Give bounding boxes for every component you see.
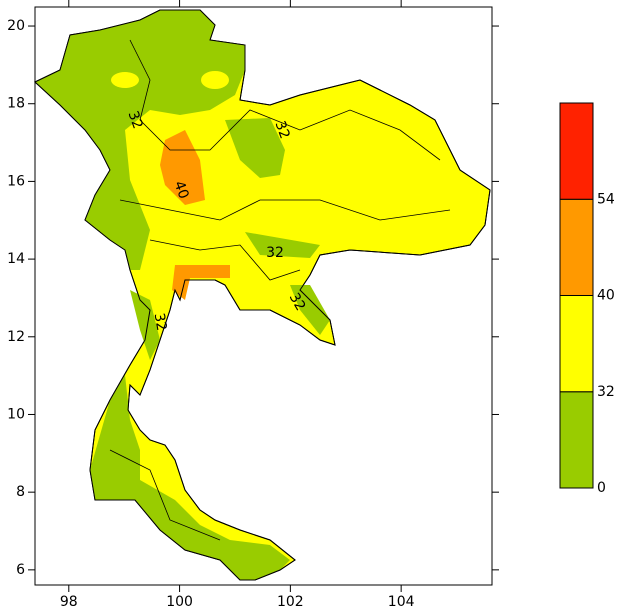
colorbar-label: 32 — [597, 384, 615, 400]
colorbar-label: 40 — [597, 288, 615, 304]
green-zone — [245, 232, 320, 258]
colorbar-band — [559, 391, 594, 489]
x-tick-label: 102 — [277, 594, 304, 610]
colorbar-label: 0 — [597, 480, 606, 496]
contour-label: 32 — [286, 290, 309, 313]
x-tick-label: 104 — [388, 594, 415, 610]
y-tick-label: 12 — [7, 329, 25, 345]
contour-label: 40 — [170, 179, 191, 201]
yellow-zone — [201, 71, 229, 89]
province-border — [129, 39, 441, 161]
x-tick-label: 100 — [166, 594, 193, 610]
y-tick-label: 10 — [7, 406, 25, 422]
y-tick-label: 8 — [16, 484, 25, 500]
contour-label: 32 — [151, 312, 170, 332]
x-tick-label: 98 — [60, 594, 78, 610]
province-border — [119, 199, 451, 221]
land — [34, 9, 491, 581]
province-border — [109, 449, 221, 541]
colorbar-band — [559, 295, 594, 393]
orange-zone — [172, 265, 230, 300]
green-zone — [35, 10, 245, 270]
contour-label: 32 — [266, 245, 284, 261]
colorbar-band — [559, 102, 594, 200]
y-tick-label: 6 — [16, 562, 25, 578]
green-zone — [130, 290, 160, 360]
yellow-zone — [111, 72, 139, 88]
orange-zone — [160, 130, 205, 205]
green-zone — [90, 375, 290, 580]
contour-label: 32 — [124, 109, 145, 131]
contour-label: 32 — [271, 119, 292, 141]
y-tick-label: 20 — [7, 18, 25, 34]
green-zone — [225, 118, 285, 178]
y-tick-label: 16 — [7, 173, 25, 189]
y-tick-label: 14 — [7, 251, 25, 267]
green-zone — [290, 285, 330, 335]
land-outline — [34, 9, 491, 581]
province-border — [149, 239, 301, 281]
colorbar-label: 54 — [597, 191, 615, 207]
colorbar-band — [559, 198, 594, 296]
y-tick-label: 18 — [7, 96, 25, 112]
